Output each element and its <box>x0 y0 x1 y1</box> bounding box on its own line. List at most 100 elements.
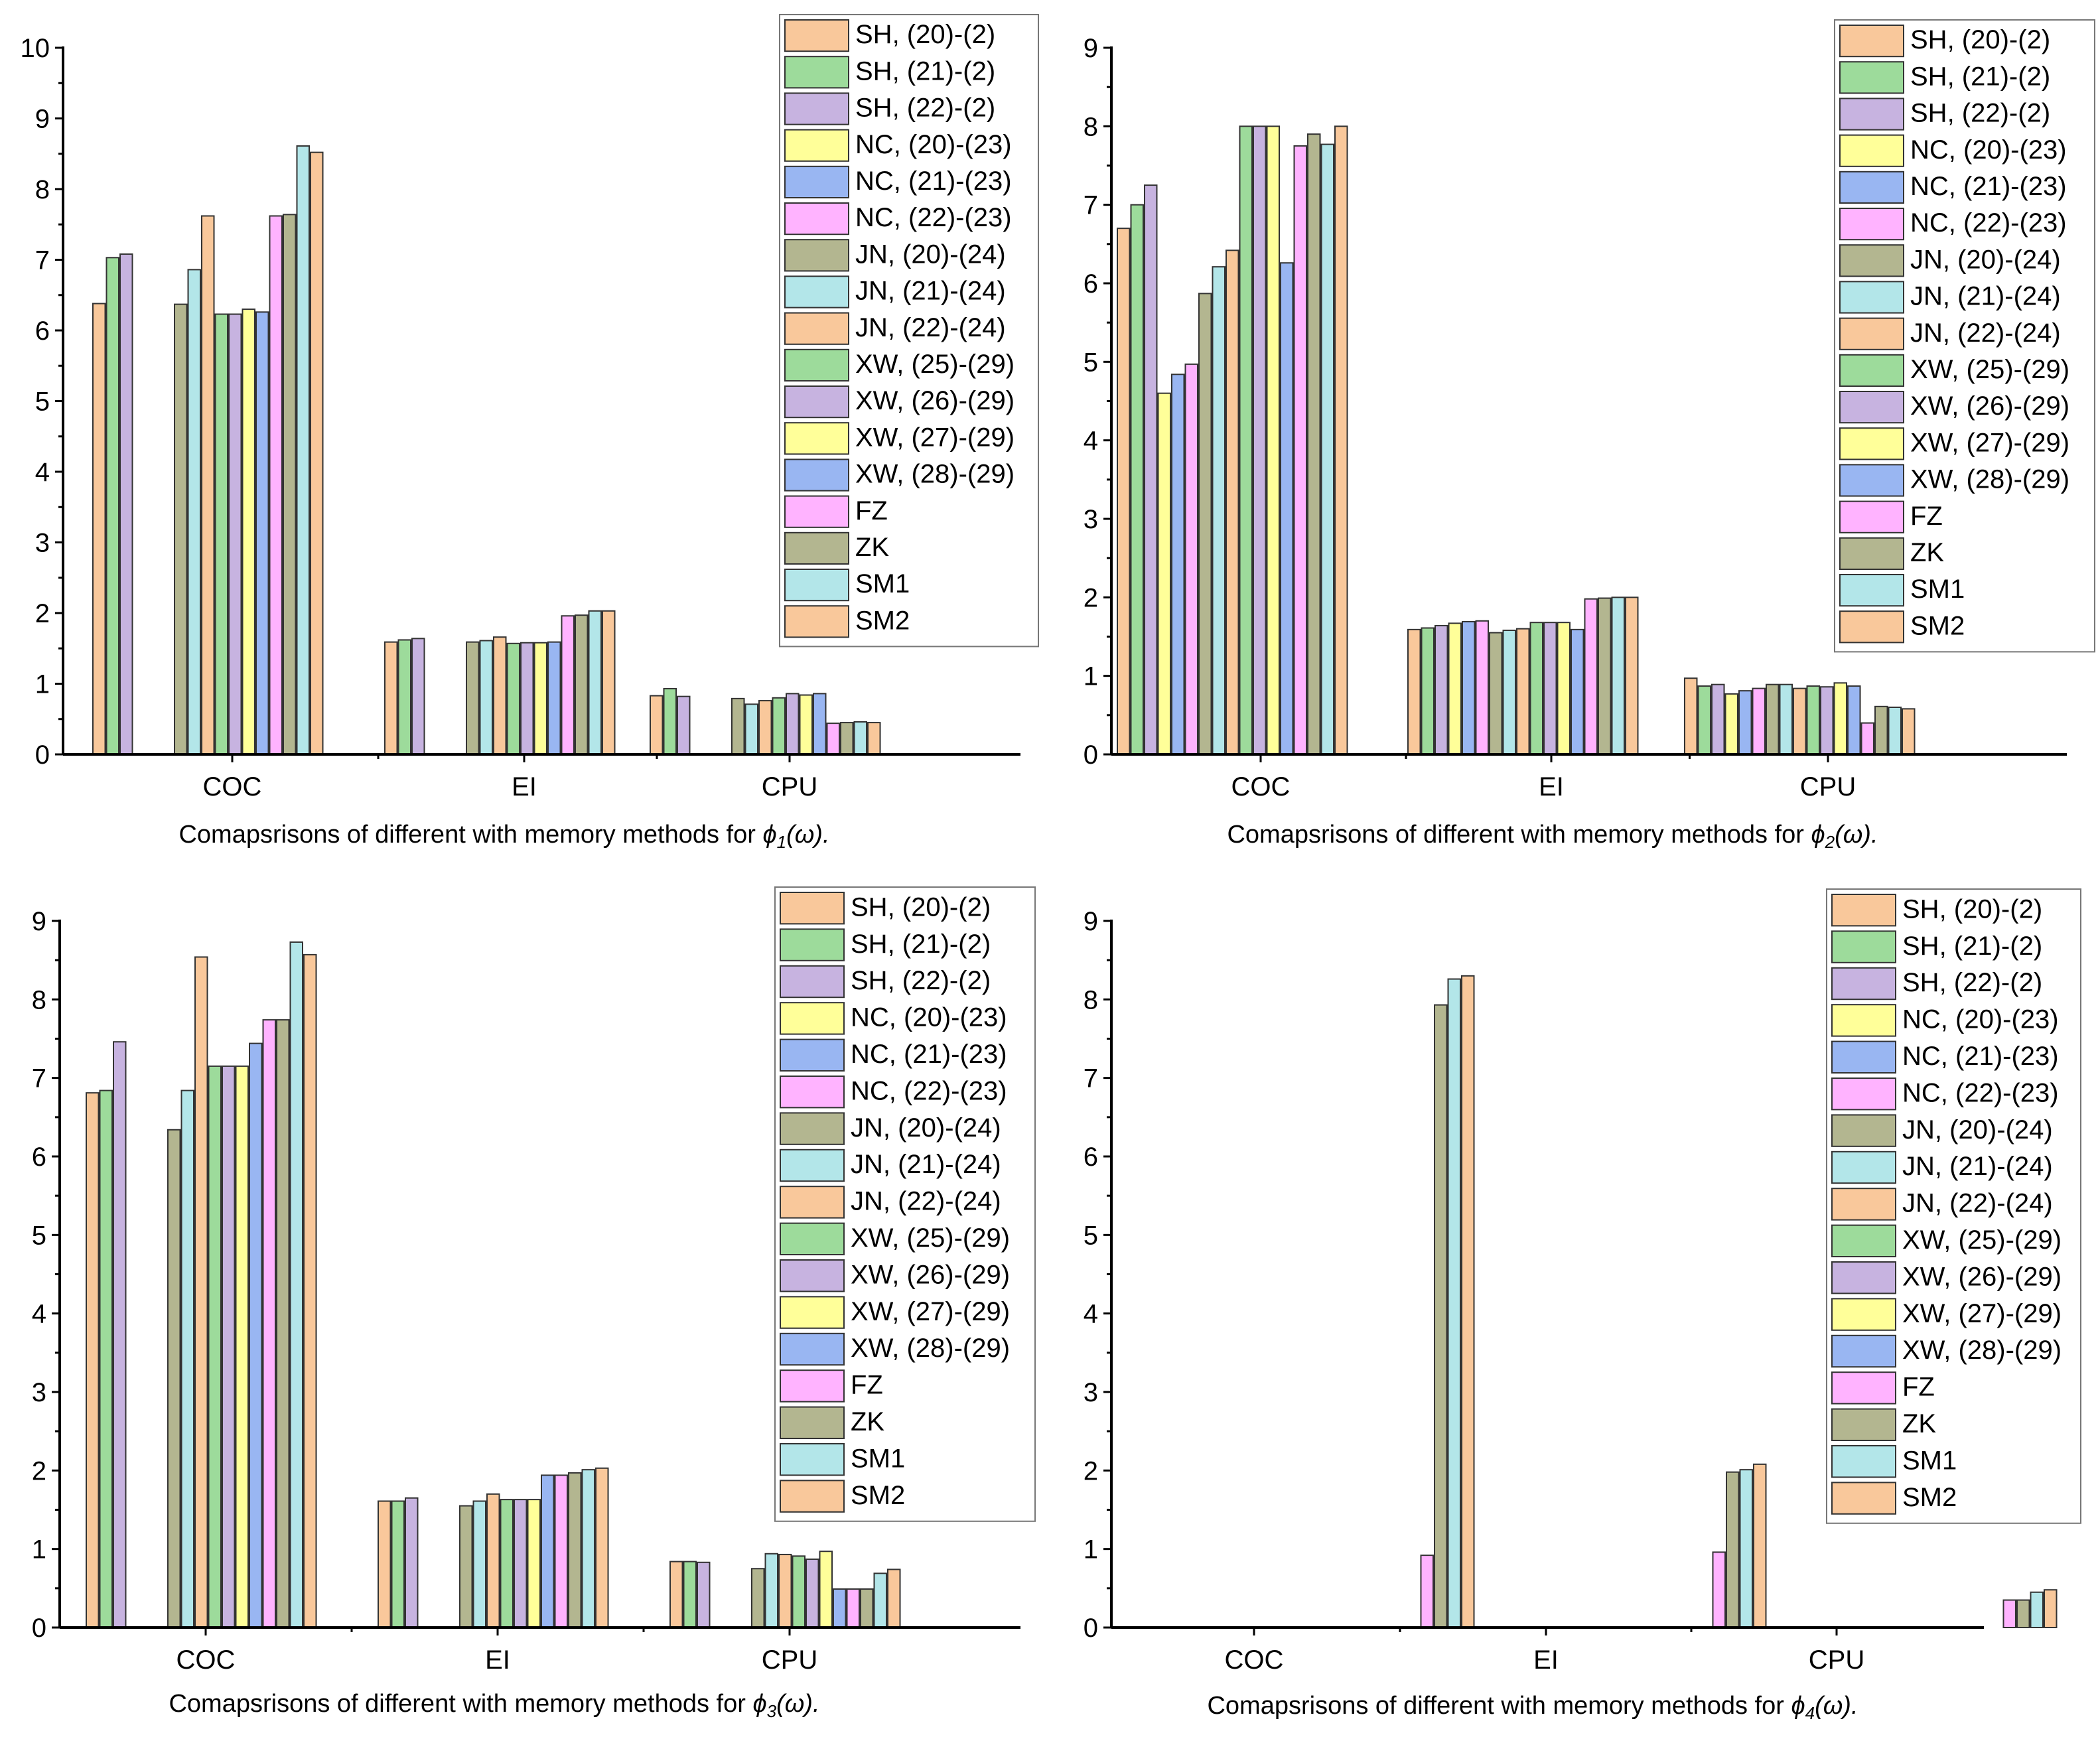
legend-swatch <box>1839 391 1904 424</box>
bar-cpu-series-8 <box>764 1553 778 1628</box>
legend-label: SM1 <box>1910 575 1965 604</box>
legend-label: XW, (26)-(29) <box>855 386 1015 415</box>
legend-swatch <box>1831 967 1896 1001</box>
legend-label: ZK <box>1902 1409 1936 1438</box>
legend-swatch <box>1839 427 1904 460</box>
legend-label: FZ <box>1902 1373 1935 1402</box>
bar-cpu-series-15 <box>840 722 854 755</box>
legend-swatch <box>784 92 849 125</box>
bar-ei-series-12 <box>1557 622 1571 756</box>
legend-swatch <box>1831 1408 1896 1442</box>
y-tick-label: 5 <box>35 387 50 417</box>
y-tick-label: 1 <box>32 1535 46 1564</box>
bar-coc-series-7 <box>1198 293 1212 755</box>
legend-swatch <box>780 1443 845 1476</box>
legend-label: XW, (28)-(29) <box>1910 465 2069 494</box>
y-tick-label: 9 <box>35 105 50 134</box>
x-tick-label: EI <box>1533 1645 1559 1675</box>
bar-ei-series-17 <box>602 610 616 755</box>
bar-ei-series-14 <box>561 615 575 756</box>
bar-coc-series-17 <box>310 151 324 755</box>
bar-coc-series-15 <box>1434 1004 1448 1629</box>
y-tick-label: 2 <box>1084 1456 1098 1486</box>
bar-ei-series-8 <box>1502 630 1516 755</box>
legend-label: ZK <box>1910 538 1944 567</box>
legend-swatch <box>1839 610 1904 644</box>
bar-coc-series-9 <box>1225 249 1239 755</box>
legend-label: XW, (27)-(29) <box>855 423 1015 452</box>
bar-ei-series-14 <box>1584 598 1598 756</box>
bar-ei-series-10 <box>500 1499 514 1629</box>
legend-swatch <box>1831 1040 1896 1074</box>
legend-swatch <box>780 1038 845 1072</box>
legend-label: SH, (22)-(2) <box>855 94 995 123</box>
bar-coc-series-7 <box>174 303 188 756</box>
bar-ei-series-17 <box>595 1467 609 1629</box>
bar-ei-series-9 <box>1516 628 1530 756</box>
bar-ei-series-14 <box>1712 1551 1726 1628</box>
legend-swatch <box>780 1406 845 1440</box>
bar-cpu-series-2 <box>1697 685 1711 756</box>
bar-coc-series-15 <box>276 1019 290 1628</box>
bar-ei-series-1 <box>384 641 398 755</box>
y-tick-label: 1 <box>1084 662 1098 691</box>
bar-cpu-series-10 <box>772 697 786 756</box>
bar-cpu-series-16 <box>2030 1591 2044 1628</box>
legend: SH, (20)-(2) SH, (21)-(2) SH, (22)-(2) NC, … <box>774 886 1036 1522</box>
bar-ei-series-4 <box>1448 622 1462 756</box>
x-tick-label: COC <box>1225 1645 1284 1675</box>
bar-coc-series-16 <box>289 941 303 1628</box>
legend-swatch <box>1839 500 1904 533</box>
legend-label: JN, (22)-(24) <box>851 1187 1001 1216</box>
bar-ei-series-13 <box>1571 628 1584 755</box>
legend-label: SH, (22)-(2) <box>1910 99 2050 128</box>
legend: SH, (20)-(2) SH, (21)-(2) SH, (22)-(2) NC, … <box>1826 888 2081 1524</box>
bar-cpu-series-16 <box>1888 707 1902 755</box>
chart-caption: Comapsrisons of different with memory me… <box>169 1690 819 1721</box>
y-tick-label: 5 <box>1084 348 1098 377</box>
chart-panel-1: 0 1 2 3 4 5 6 7 8 9 10 COC EI CPU Comapsrisons of diff… <box>21 14 1039 852</box>
bar-coc-series-14 <box>1293 145 1307 755</box>
legend-label: SH, (20)-(2) <box>1902 894 2042 924</box>
y-tick-label: 3 <box>32 1378 46 1407</box>
bar-coc-series-10 <box>208 1065 222 1628</box>
legend-label: SH, (20)-(2) <box>855 20 995 49</box>
bar-cpu-series-10 <box>1806 685 1820 756</box>
bar-coc-series-1 <box>1117 228 1131 755</box>
y-tick-label: 2 <box>32 1456 46 1486</box>
legend-label: SM2 <box>851 1481 905 1510</box>
bar-coc-series-5 <box>1171 374 1185 755</box>
legend-label: NC, (21)-(23) <box>1910 172 2067 201</box>
y-tick-label: 7 <box>1084 191 1098 220</box>
legend-swatch <box>784 531 849 565</box>
bar-coc-series-7 <box>167 1129 181 1629</box>
x-tick-label: CPU <box>1800 772 1856 801</box>
legend-swatch <box>784 202 849 236</box>
legend-label: SM2 <box>1910 611 1965 640</box>
bar-ei-series-3 <box>411 638 425 756</box>
bar-cpu-series-1 <box>650 695 664 755</box>
bar-cpu-series-11 <box>805 1559 819 1629</box>
bar-coc-series-8 <box>187 269 201 756</box>
bar-ei-series-10 <box>506 642 520 755</box>
bar-cpu-series-10 <box>792 1555 805 1628</box>
bar-cpu-series-14 <box>1860 722 1874 755</box>
bar-ei-series-15 <box>1726 1471 1740 1628</box>
legend-swatch <box>1831 1298 1896 1331</box>
legend-swatch <box>1831 1224 1896 1257</box>
bar-coc-series-9 <box>194 956 208 1628</box>
legend-swatch <box>784 569 849 602</box>
x-tick-label: EI <box>512 772 537 801</box>
legend-swatch <box>1831 1261 1896 1294</box>
legend-swatch <box>780 1296 845 1329</box>
legend-label: FZ <box>1910 502 1943 531</box>
bar-ei-series-1 <box>1407 628 1421 755</box>
chart-panel-4: 0 1 2 3 4 5 6 7 8 9 COC EI CPU Comapsrisons of differ… <box>1084 888 2081 1723</box>
legend-swatch <box>1839 281 1904 314</box>
y-tick-label: 7 <box>35 246 50 275</box>
legend-label: XW, (26)-(29) <box>1910 391 2069 421</box>
y-tick-label: 4 <box>1084 1300 1098 1329</box>
bar-ei-series-7 <box>1489 632 1503 755</box>
legend-label: XW, (28)-(29) <box>1902 1336 2062 1365</box>
legend-label: JN, (20)-(24) <box>1902 1115 2053 1145</box>
